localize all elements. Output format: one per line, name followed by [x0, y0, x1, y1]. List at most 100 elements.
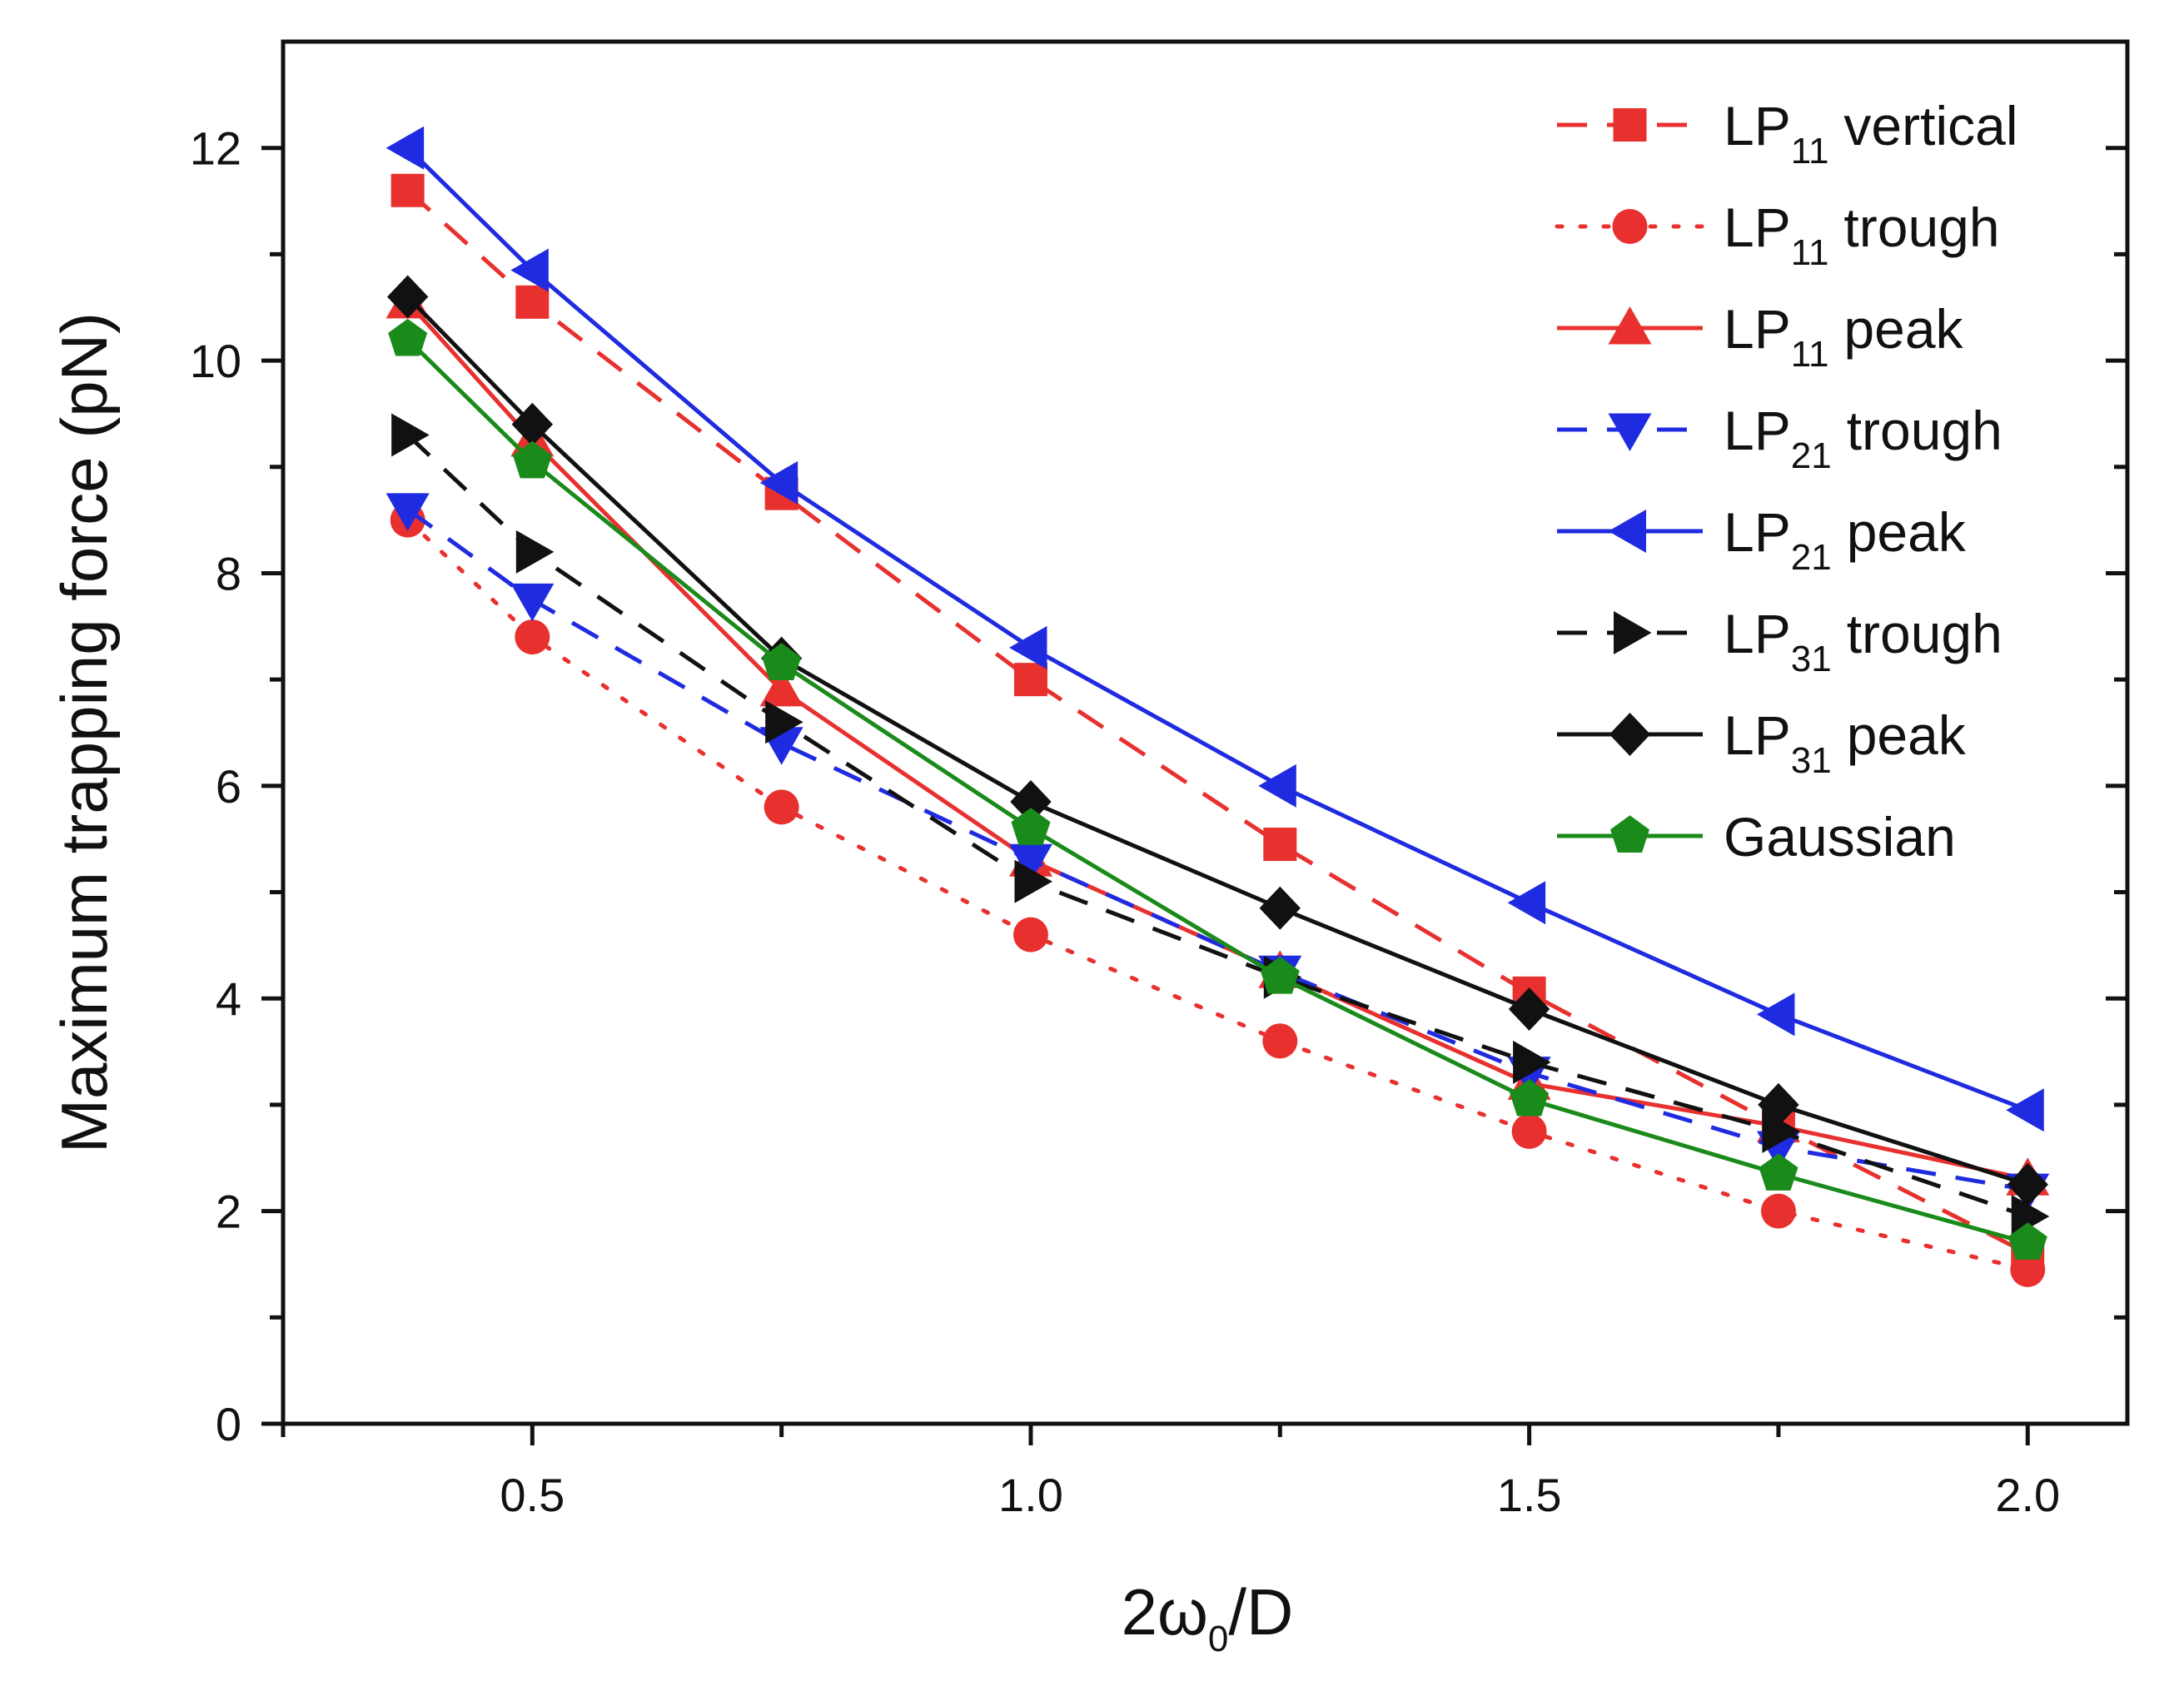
legend-label: LP31 peak: [1724, 704, 1967, 781]
x-axis-title-suffix: /D: [1228, 1575, 1293, 1649]
legend-entry: LP31 trough: [1557, 603, 2002, 679]
x-axis-title-prefix: 2ω: [1122, 1575, 1208, 1649]
data-point: [1762, 1109, 1800, 1153]
x-tick-label: 0.5: [500, 1469, 565, 1521]
data-point: [762, 643, 802, 680]
series-gaussian: [388, 318, 2047, 1260]
data-point: [1013, 663, 1047, 697]
data-point: [515, 530, 555, 574]
legend-label-main: LP: [1724, 704, 1791, 766]
legend-label-sub: 31: [1791, 639, 1832, 679]
data-point: [510, 583, 555, 622]
legend-label-main: LP: [1724, 95, 1791, 157]
legend-label-sub: 21: [1791, 537, 1832, 578]
data-point: [1760, 1193, 1796, 1229]
legend-marker: [1612, 209, 1648, 244]
data-point: [391, 173, 425, 207]
legend-label: LP11 peak: [1724, 298, 1964, 375]
y-axis: 0 2 4 6 8 10 12: [190, 122, 2127, 1450]
y-tick-label: 4: [216, 972, 241, 1025]
y-tick-label: 0: [216, 1398, 241, 1450]
data-point: [764, 789, 799, 825]
data-point: [1014, 859, 1052, 903]
series-line: [405, 518, 2030, 1272]
legend-label: Gaussian: [1724, 806, 1956, 868]
data-point: [1263, 828, 1297, 862]
data-point: [1262, 1023, 1298, 1059]
legend-entry: LP11 peak: [1557, 298, 1964, 375]
data-point: [512, 440, 552, 479]
data-point: [1759, 1153, 1798, 1191]
data-point: [2007, 1222, 2047, 1260]
legend-label-sub: 11: [1791, 131, 1829, 172]
minor-ticks: [270, 251, 2127, 1437]
data-point: [511, 402, 554, 446]
y-axis-title: Maximum trapping force (pN): [47, 312, 121, 1153]
data-point: [2010, 1251, 2046, 1287]
data-point: [1758, 1082, 1799, 1127]
legend-label-sub: 11: [1791, 334, 1829, 375]
legend-marker: [1608, 306, 1652, 345]
legend-label: LP31 trough: [1724, 603, 2002, 679]
legend-marker: [1613, 108, 1647, 142]
legend-label-rest: trough: [1847, 400, 2002, 461]
legend-label-sub: 31: [1791, 740, 1832, 781]
data-point: [386, 126, 425, 170]
legend-marker: [1608, 510, 1646, 553]
y-tick-label: 12: [190, 122, 241, 175]
legend-marker: [1610, 815, 1649, 853]
data-point: [510, 248, 549, 292]
x-tick-label: 1.5: [1497, 1469, 1562, 1521]
series-layer: [386, 126, 2050, 1287]
legend-entry: LP11 vertical: [1557, 95, 2017, 172]
data-point: [388, 318, 428, 356]
data-point: [1508, 987, 1550, 1031]
x-axis-title: 2ω0/D: [1122, 1575, 1294, 1659]
legend-label: LP21 trough: [1724, 400, 2002, 476]
data-point: [1259, 886, 1301, 930]
series-lp21-peak: [386, 126, 2044, 1132]
data-point: [1010, 780, 1052, 823]
data-point: [391, 413, 430, 457]
legend-entry: LP11 trough: [1555, 196, 2000, 273]
legend-entry: LP21 trough: [1557, 400, 2002, 476]
series-line: [405, 188, 2029, 1256]
data-point: [515, 285, 550, 319]
y-tick-label: 2: [216, 1186, 241, 1238]
data-point: [1507, 881, 1546, 925]
data-point: [386, 493, 430, 531]
series-lp11-vertical: [391, 173, 2045, 1271]
data-point: [1513, 1040, 1551, 1084]
legend-label: LP11 vertical: [1724, 95, 2017, 172]
series-lp11-peak: [386, 280, 2050, 1196]
legend-label-main: Gaussian: [1724, 806, 1956, 868]
x-axis: 0.5 1.0 1.5 2.0: [500, 1424, 2060, 1521]
legend-label-rest: peak: [1847, 704, 1967, 766]
data-point: [1510, 1078, 1550, 1117]
plot-frame: [281, 39, 2130, 1426]
data-point: [759, 668, 803, 707]
series-line: [405, 146, 2029, 1112]
x-tick-label: 1.0: [998, 1469, 1063, 1521]
data-point: [1756, 992, 1795, 1037]
legend-marker: [1608, 413, 1652, 451]
data-point: [1011, 808, 1051, 845]
legend-label-main: LP: [1724, 298, 1791, 360]
data-point: [1260, 956, 1300, 994]
series-line: [405, 295, 2029, 1187]
data-point: [2007, 1162, 2048, 1206]
data-point: [1511, 1113, 1547, 1149]
legend-entry: LP31 peak: [1557, 704, 1967, 781]
x-tick-label: 2.0: [1995, 1469, 2060, 1521]
legend-marker: [1609, 713, 1651, 756]
legend-label: LP21 peak: [1724, 501, 1967, 578]
legend-marker: [1614, 611, 1652, 654]
data-point: [515, 619, 550, 655]
series-line: [406, 507, 2028, 1192]
data-point: [1258, 763, 1296, 808]
data-point: [1012, 917, 1048, 952]
data-point: [765, 700, 803, 744]
x-axis-title-sub: 0: [1208, 1619, 1228, 1659]
